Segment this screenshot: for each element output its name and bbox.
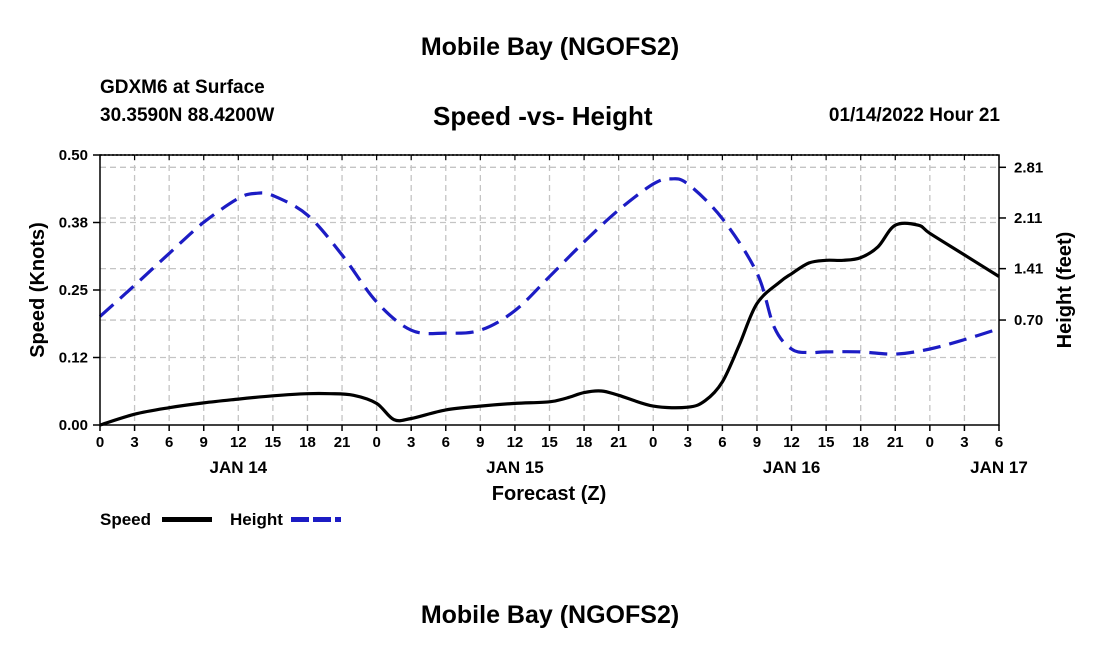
x-tick-label: 0	[649, 434, 657, 451]
x-axis-label: Forecast (Z)	[492, 483, 606, 505]
x-tick-label: 21	[334, 434, 351, 451]
x-tick-label: 6	[165, 434, 173, 451]
x-tick-label: 0	[96, 434, 104, 451]
x-tick-label: 12	[230, 434, 247, 451]
page-title-top: Mobile Bay (NGOFS2)	[420, 33, 680, 61]
y-right-tick-label: 2.11	[1014, 210, 1042, 227]
x-tick-label: 21	[887, 434, 904, 451]
x-tick-label: 15	[818, 434, 835, 451]
grid	[100, 155, 999, 425]
y-left-tick-label: 0.50	[59, 147, 88, 164]
page-title-bottom: Mobile Bay (NGOFS2)	[420, 601, 680, 629]
y-axis-left-label: Speed (Knots)	[27, 222, 49, 358]
location-label: 30.3590N 88.4200W	[100, 105, 275, 126]
y-right-tick-label: 0.70	[1014, 312, 1043, 329]
y-right-tick-label: 2.81	[1014, 159, 1043, 176]
legend-speed-label: Speed	[100, 510, 152, 529]
y-axis-right-label: Height (feet)	[1054, 232, 1076, 349]
legend-speed-swatch	[162, 517, 212, 522]
y-left-tick-label: 0.25	[59, 282, 88, 299]
y-left-tick-label: 0.00	[59, 417, 88, 434]
datetime-label: 01/14/2022 Hour 21	[828, 105, 1000, 126]
x-tick-label: 3	[684, 434, 692, 451]
x-tick-label: 3	[407, 434, 415, 451]
x-tick-label: 21	[610, 434, 627, 451]
x-tick-label: 18	[299, 434, 316, 451]
legend-height-swatch	[291, 517, 341, 522]
axes: 0 3 6 9 12 15 18 21 0 3 6 9 12 15 18 21 0 3 6 9 12 15 18 21 0 3 6 J…	[59, 147, 1043, 477]
x-tick-label: 3	[960, 434, 968, 451]
y-left-tick-label: 0.38	[59, 215, 88, 232]
y-right-tick-label: 1.41	[1014, 261, 1043, 278]
x-tick-label: 12	[783, 434, 800, 451]
x-tick-label: 18	[576, 434, 593, 451]
x-day-label: JAN 17	[970, 458, 1028, 477]
x-tick-label: 15	[541, 434, 558, 451]
x-tick-label: 3	[130, 434, 138, 451]
station-label: GDXM6 at Surface	[100, 77, 265, 98]
series-line-speed	[99, 221, 1000, 427]
series-layer	[98, 177, 1000, 427]
x-tick-label: 9	[200, 434, 208, 451]
legend-height-label: Height	[230, 510, 283, 529]
x-day-label: JAN 16	[763, 458, 821, 477]
x-tick-label: 15	[265, 434, 282, 451]
chart-title: Speed -vs- Height	[433, 101, 653, 131]
x-tick-label: 6	[442, 434, 450, 451]
x-tick-label: 18	[852, 434, 869, 451]
x-tick-label: 6	[718, 434, 726, 451]
x-tick-label: 9	[476, 434, 484, 451]
x-tick-label: 0	[372, 434, 380, 451]
x-tick-label: 12	[507, 434, 524, 451]
x-day-label: JAN 15	[486, 458, 544, 477]
x-day-label: JAN 14	[209, 458, 267, 477]
x-tick-label: 6	[995, 434, 1003, 451]
x-tick-label: 9	[753, 434, 761, 451]
series-line-height	[98, 177, 1000, 356]
y-left-tick-label: 0.12	[59, 350, 88, 367]
x-tick-label: 0	[926, 434, 934, 451]
